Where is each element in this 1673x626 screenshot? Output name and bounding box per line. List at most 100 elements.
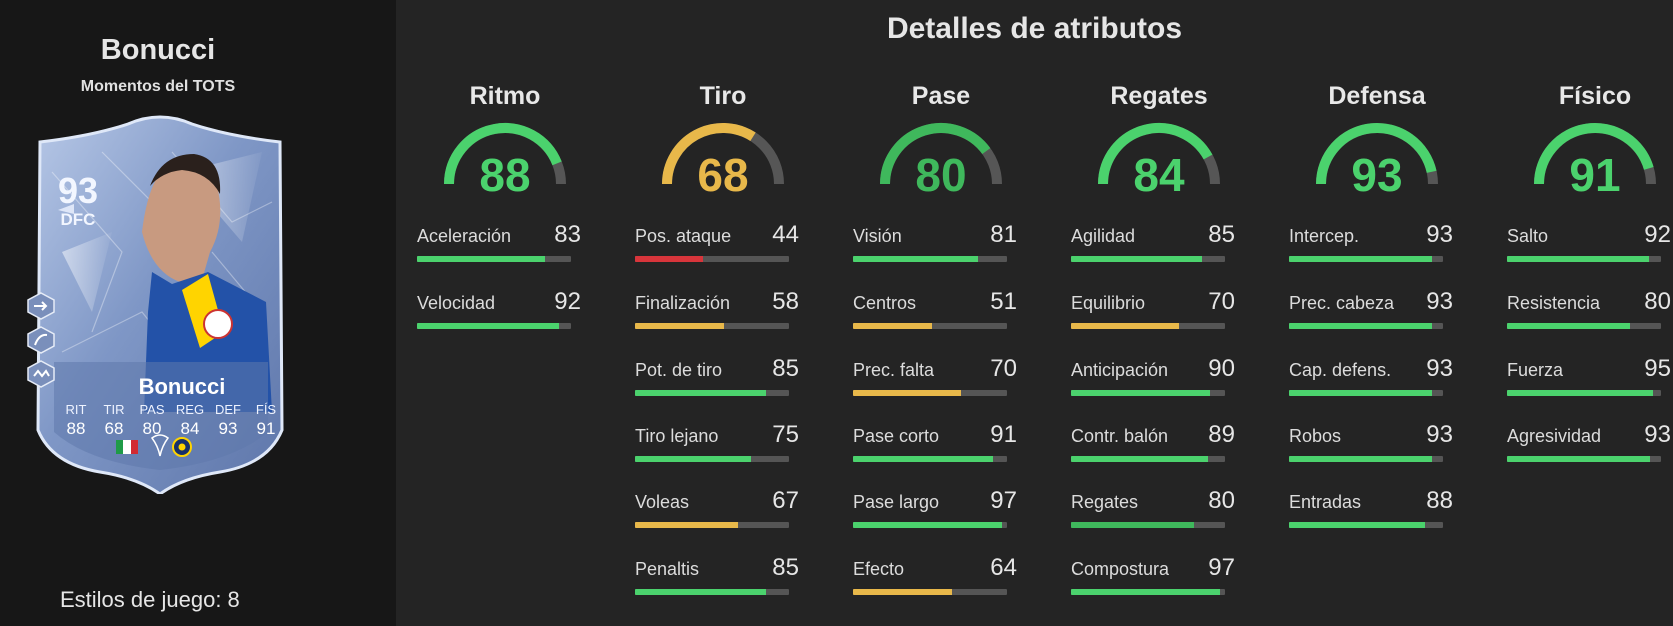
attribute-bar-fill [417,323,559,329]
card-player-name: Bonucci [138,374,226,399]
category-gauge [1098,123,1220,185]
card-stat-value: 93 [218,419,238,438]
player-card-version: Momentos del TOTS [80,78,236,95]
attribute-value: 64 [990,554,1017,581]
attribute-bar [1289,256,1443,262]
player-name: Bonucci [100,34,216,66]
category-rating: 91 [1569,149,1621,201]
attribute-name: Pase largo [853,492,940,512]
page-title: Detalles de atributos [886,12,1183,45]
attribute-bar [1289,522,1443,528]
attribute-row: Pot. de tiro 85 [623,355,823,410]
attribute-value: 85 [772,554,799,581]
card-stat-value: 84 [180,419,200,438]
attribute-row: Fuerza 95 [1495,355,1673,410]
attribute-bar-fill [635,256,703,262]
attribute-value: 80 [1644,288,1671,315]
attribute-bar [1289,390,1443,396]
attribute-bar-fill [1289,456,1433,462]
attribute-value: 80 [1208,487,1235,514]
card-stat-reg: REG 84 [172,402,208,439]
attribute-value: 97 [990,487,1017,514]
gauge-fill [662,123,756,185]
gauge-fill [1316,123,1437,185]
attribute-value: 92 [554,288,581,315]
attribute-name: Voleas [635,492,690,512]
attribute-value: 93 [1426,221,1453,248]
attribute-value: 85 [1208,221,1235,248]
attribute-value: 93 [1426,421,1453,448]
attribute-bar-fill [853,256,978,262]
attribute-name: Velocidad [417,293,496,313]
attribute-name: Centros [853,293,917,313]
gauge-fill [444,123,562,185]
attribute-name: Equilibrio [1071,293,1146,313]
attribute-bar-fill [635,522,739,528]
attribute-bar-fill [1071,256,1202,262]
category-gauge [880,123,1002,185]
attribute-value: 83 [554,221,581,248]
playstyle-slide-icon[interactable] [26,326,56,354]
attribute-bar-fill [1507,456,1651,462]
attribute-bar-fill [1289,256,1433,262]
attribute-bar-fill [635,589,766,595]
attribute-row: Contr. balón 89 [1059,421,1259,476]
attribute-name: Prec. falta [853,360,935,380]
attribute-row: Velocidad 92 [405,288,605,343]
attribute-value: 67 [772,487,799,514]
attribute-row: Compostura 97 [1059,554,1259,609]
attribute-name: Salto [1507,226,1549,246]
card-frame [36,115,284,494]
playstyle-anticipate-icon[interactable] [26,360,56,388]
attribute-value: 92 [1644,221,1671,248]
attribute-name: Cap. defens. [1289,360,1392,380]
attribute-value: 85 [772,355,799,382]
category-title: Regates [1110,82,1208,110]
attribute-bar-fill [853,390,961,396]
card-stats-row: RIT 88 TIR 68 PAS 80 REG 84 DEF 93 FÍS 9… [58,402,284,439]
attribute-bar-fill [1289,323,1433,329]
category-title: Tiro [699,82,747,110]
category-title: Defensa [1328,82,1426,110]
attribute-name: Efecto [853,559,905,579]
attribute-bar-fill [1071,390,1210,396]
attribute-row: Cap. defens. 93 [1277,355,1477,410]
attribute-row: Regates 80 [1059,487,1259,542]
attribute-value: 91 [990,421,1017,448]
attribute-name: Aceleración [417,226,512,246]
attribute-row: Prec. falta 70 [841,355,1041,410]
attribute-bar [1507,256,1661,262]
attribute-bar [635,256,789,262]
attribute-name: Intercep. [1289,226,1360,246]
attribute-name: Robos [1289,426,1342,446]
attribute-name: Contr. balón [1071,426,1169,446]
attribute-row: Tiro lejano 75 [623,421,823,476]
player-card[interactable]: 93 DFC Bonucci RIT 88 TIR 68 PAS 80 REG … [32,112,288,494]
attribute-bar [1071,256,1225,262]
category-title: Pase [911,82,971,110]
attribute-value: 70 [990,355,1017,382]
card-stat-tir: TIR 68 [96,402,132,439]
attribute-bar-fill [1071,589,1221,595]
attribute-bar [1071,323,1225,329]
attribute-value: 93 [1644,421,1671,448]
attribute-row: Anticipación 90 [1059,355,1259,410]
attribute-name: Agilidad [1071,226,1136,246]
card-stat-rit: RIT 88 [58,402,94,439]
attribute-bar-fill [635,390,766,396]
card-stat-label: FÍS [255,402,277,417]
category-gauge [662,123,784,185]
card-stat-label: DEF [215,402,241,417]
category-gauge [444,123,566,185]
attribute-bar [635,522,789,528]
attribute-value: 58 [772,288,799,315]
attribute-value: 93 [1426,355,1453,382]
attribute-bar-fill [635,456,751,462]
attribute-name: Tiro lejano [635,426,719,446]
playstyle-arrow-icon[interactable] [26,292,56,320]
card-stat-label: RIT [65,402,87,417]
card-stat-value: 88 [66,419,86,438]
attribute-name: Compostura [1071,559,1170,579]
attribute-bar [853,589,1007,595]
attribute-bar [1507,323,1661,329]
